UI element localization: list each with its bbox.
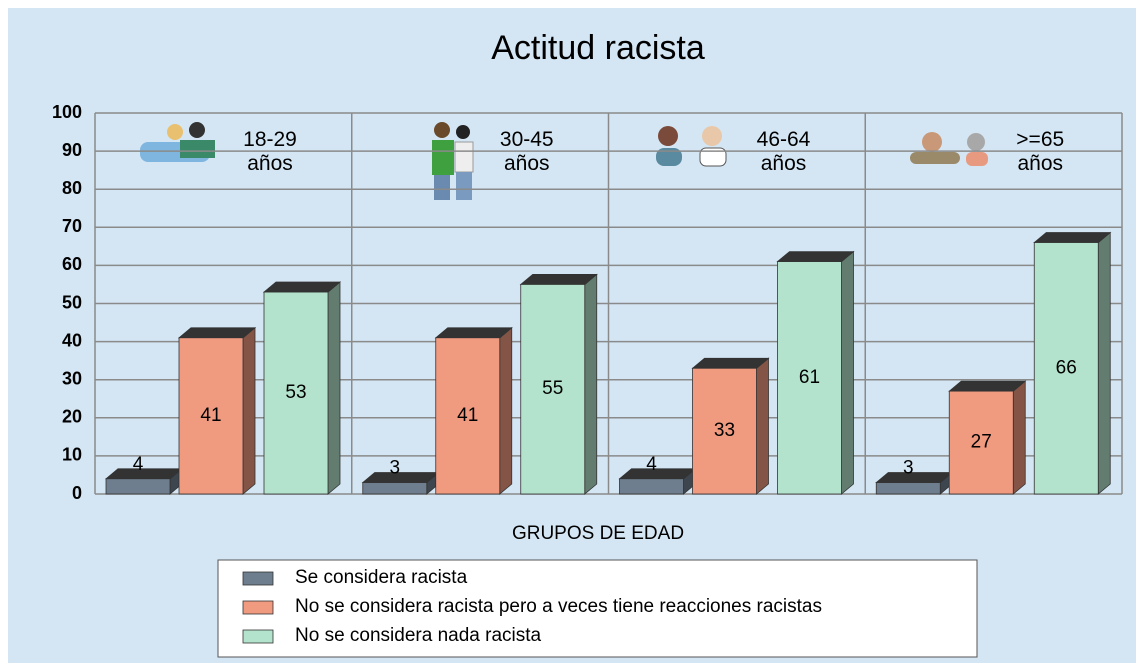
bar-top	[693, 358, 769, 368]
page: Actitud racista GRUPOS DE EDAD 0 10 20 30 40…	[0, 0, 1144, 671]
bar-side	[842, 252, 854, 494]
legend-swatch	[243, 630, 273, 643]
legend-label: Se considera racista	[295, 567, 468, 588]
data-label: 27	[971, 432, 992, 453]
data-label: 4	[133, 454, 144, 475]
data-label: 53	[285, 382, 306, 403]
y-tick-label: 20	[62, 407, 82, 427]
bar-side	[585, 274, 597, 494]
data-label: 3	[389, 458, 400, 479]
bar-group	[363, 473, 439, 494]
data-label: 41	[457, 405, 478, 426]
bar-top	[620, 469, 696, 479]
bar-side	[1013, 381, 1025, 494]
bar-top	[521, 274, 597, 284]
y-tick-label: 10	[62, 445, 82, 465]
bar-side	[757, 358, 769, 494]
data-label: 33	[714, 420, 735, 441]
bar	[620, 479, 684, 494]
bar	[106, 479, 170, 494]
bar-group	[106, 469, 182, 494]
y-tick-label: 100	[52, 102, 82, 122]
data-label: 41	[200, 405, 221, 426]
bar-side	[500, 328, 512, 494]
category-label: 30-45 años	[482, 128, 572, 176]
data-label: 61	[799, 367, 820, 388]
bar-side	[243, 328, 255, 494]
y-tick-label: 80	[62, 178, 82, 198]
category-label: 46-64 años	[739, 128, 829, 176]
y-tick-label: 0	[72, 483, 82, 503]
y-tick-label: 70	[62, 216, 82, 236]
y-tick-label: 30	[62, 368, 82, 388]
bar-top	[1034, 233, 1110, 243]
y-tick-label: 40	[62, 330, 82, 350]
legend-label: No se considera nada racista	[295, 625, 542, 646]
bar-top	[949, 381, 1025, 391]
bar-top	[436, 328, 512, 338]
bar-top	[264, 282, 340, 292]
y-tick-label: 50	[62, 292, 82, 312]
legend-label: No se considera racista pero a veces tie…	[295, 596, 822, 617]
bar	[876, 483, 940, 494]
category-label: 18-29 años	[225, 128, 315, 176]
data-label: 3	[903, 458, 914, 479]
bar-top	[778, 252, 854, 262]
x-axis-label: GRUPOS DE EDAD	[512, 523, 684, 544]
chart: Actitud racista GRUPOS DE EDAD 0 10 20 30 40…	[0, 0, 1144, 671]
bar-top	[363, 473, 439, 483]
chart-title: Actitud racista	[491, 29, 705, 67]
data-label: 55	[542, 378, 563, 399]
bar-top	[179, 328, 255, 338]
bar-group	[620, 469, 696, 494]
bar-side	[1098, 233, 1110, 494]
y-tick-label: 90	[62, 140, 82, 160]
bar-side	[328, 282, 340, 494]
legend-swatch	[243, 601, 273, 614]
bar-group	[876, 473, 952, 494]
y-tick-label: 60	[62, 254, 82, 274]
data-label: 4	[646, 454, 657, 475]
bar-top	[106, 469, 182, 479]
data-label: 66	[1056, 357, 1077, 378]
bar	[363, 483, 427, 494]
legend-swatch	[243, 572, 273, 585]
category-label: >=65 años	[995, 128, 1085, 176]
bar-top	[876, 473, 952, 483]
